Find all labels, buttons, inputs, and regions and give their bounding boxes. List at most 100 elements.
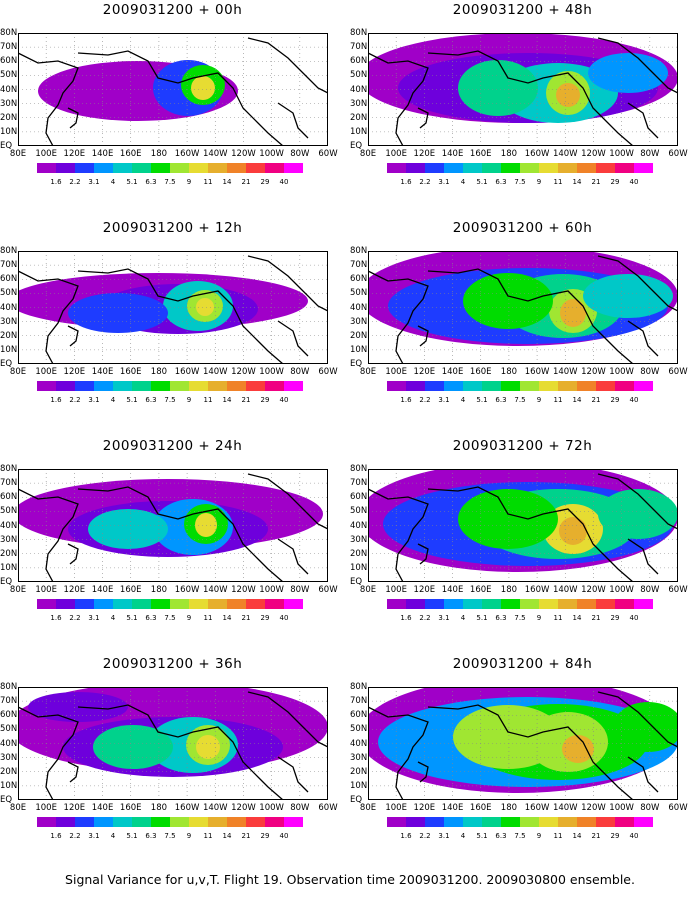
colorbar-swatch <box>37 817 56 827</box>
colorbar-label: 6.3 <box>145 396 157 404</box>
lat-label: 50N <box>0 724 18 735</box>
lat-label: 80N <box>0 28 18 38</box>
map-frame <box>18 251 328 364</box>
colorbar-label: 40 <box>629 396 639 404</box>
lon-label: 100E <box>35 585 57 595</box>
coastline-path <box>417 325 429 347</box>
colorbar-label: 5.1 <box>126 396 138 404</box>
colorbar-swatch <box>284 599 303 609</box>
lon-label: 120W <box>581 585 606 595</box>
colorbar-label: 11 <box>203 614 213 622</box>
lon-label: 60W <box>318 149 338 159</box>
colorbar-label: 2.2 <box>69 614 81 622</box>
colorbar-swatch <box>596 817 615 827</box>
variance-map <box>368 33 678 146</box>
colorbar-swatch <box>75 381 94 391</box>
coastline-path <box>67 543 79 565</box>
panel-title: 2009031200 + 84h <box>452 656 593 672</box>
colorbar-label: 11 <box>203 178 213 186</box>
lon-label: 160W <box>174 803 200 813</box>
lon-label: 140E <box>441 803 464 813</box>
lat-label: EQ <box>0 141 13 151</box>
lat-label: 40N <box>350 520 368 531</box>
lat-label: 70N <box>0 260 18 271</box>
lon-label: 180 <box>500 585 518 595</box>
variance-contour <box>588 53 668 93</box>
lon-label: 160E <box>119 803 142 813</box>
map-panel: 2009031200 + 84h 80N 70N 60N 50N 40N 30N 20N 10N… <box>350 654 695 872</box>
colorbar-swatch <box>246 381 265 391</box>
lon-label: 60W <box>668 803 688 813</box>
lat-label: 40N <box>350 84 368 95</box>
lon-label: 60W <box>668 367 688 377</box>
colorbar-label: 4 <box>110 396 116 404</box>
colorbar-swatch <box>558 381 577 391</box>
lon-label: 80W <box>640 149 660 159</box>
colorbar-label: 40 <box>279 178 289 186</box>
colorbar-label: 7.5 <box>514 614 526 622</box>
colorbar-label: 11 <box>553 614 563 622</box>
colorbar-label: 5.1 <box>126 832 138 840</box>
colorbar-swatch <box>75 817 94 827</box>
coastline-path <box>18 270 79 364</box>
coastline-path <box>627 756 659 793</box>
colorbar-swatch <box>113 599 132 609</box>
colorbar-swatch <box>615 381 634 391</box>
colorbar-swatch <box>444 163 463 173</box>
colorbar-label: 21 <box>591 614 601 622</box>
colorbar-swatch <box>284 381 303 391</box>
colorbar-swatch <box>425 599 444 609</box>
lat-label: 80N <box>0 246 18 256</box>
colorbar-swatch <box>539 599 558 609</box>
lon-label: 60W <box>318 803 338 813</box>
colorbar-swatch <box>520 599 539 609</box>
coastline-path <box>627 102 659 139</box>
colorbar <box>387 817 653 827</box>
lon-label: 80W <box>290 803 310 813</box>
colorbar-swatch <box>558 163 577 173</box>
colorbar-swatch <box>482 599 501 609</box>
colorbar-swatch <box>463 599 482 609</box>
colorbar <box>37 163 303 173</box>
lon-label: 80E <box>9 367 27 377</box>
colorbar-swatch <box>463 817 482 827</box>
coastline-path <box>277 320 309 357</box>
colorbar-swatch <box>596 599 615 609</box>
map-panel: 2009031200 + 72h 80N 70N 60N 50N 40N 30N 20N 10N… <box>350 436 695 654</box>
lon-label: 100E <box>35 149 57 159</box>
colorbar-label: 2.2 <box>419 832 431 840</box>
colorbar-swatch <box>132 163 151 173</box>
colorbar-swatch <box>406 817 425 827</box>
lat-label: EQ <box>350 141 363 151</box>
lon-label: 120E <box>413 149 436 159</box>
colorbar-swatch <box>113 817 132 827</box>
colorbar-swatch <box>132 381 151 391</box>
colorbar-swatch <box>208 817 227 827</box>
lon-label: 160E <box>469 803 492 813</box>
lon-label: 100E <box>35 803 57 813</box>
lon-label: 160E <box>469 367 492 377</box>
colorbar-label: 6.3 <box>495 614 507 622</box>
lat-label: 20N <box>0 330 18 341</box>
lat-label: 10N <box>350 126 368 137</box>
colorbar-swatch <box>387 163 406 173</box>
lat-label: 70N <box>0 478 18 489</box>
colorbar-swatch <box>94 163 113 173</box>
lon-label: 100E <box>385 367 407 377</box>
colorbar-label: 9 <box>536 614 542 622</box>
variance-contour <box>583 274 673 318</box>
coastline-path <box>368 706 429 800</box>
colorbar-swatch <box>56 599 75 609</box>
colorbar-swatch <box>501 163 520 173</box>
lon-label: 140W <box>552 803 578 813</box>
colorbar-label: 14 <box>572 614 582 622</box>
variance-map <box>368 469 678 582</box>
lat-label: 70N <box>350 42 368 53</box>
colorbar-swatch <box>444 381 463 391</box>
lon-label: 60W <box>668 585 688 595</box>
coastline-path <box>247 255 328 312</box>
lat-label: 30N <box>350 752 368 763</box>
variance-contour <box>559 517 587 545</box>
lat-label: 30N <box>350 316 368 327</box>
lon-label: 180 <box>150 585 168 595</box>
